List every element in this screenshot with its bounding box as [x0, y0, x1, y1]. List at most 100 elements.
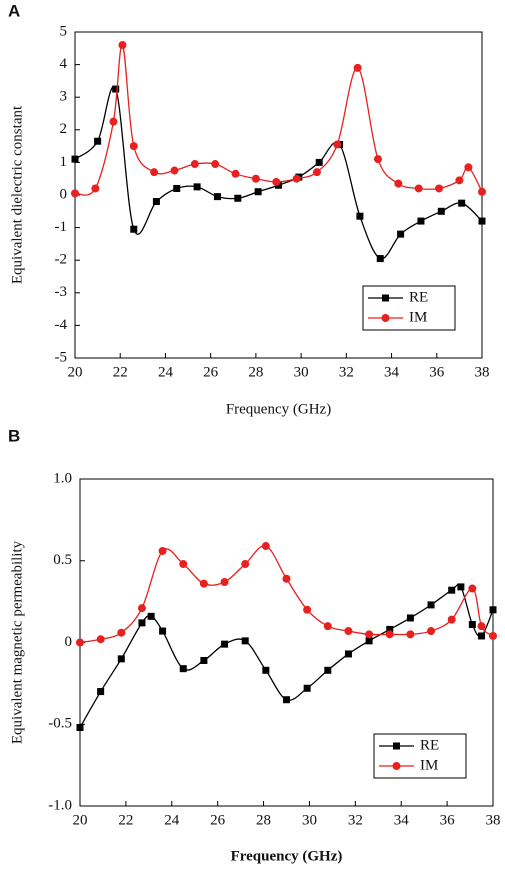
legend-marker — [392, 762, 401, 770]
marker — [365, 637, 373, 645]
panel-label: A — [8, 1, 20, 20]
marker — [97, 688, 105, 696]
marker — [435, 184, 444, 193]
marker — [129, 142, 138, 151]
marker — [353, 63, 362, 72]
x-tick-label: 22 — [113, 364, 128, 380]
marker — [221, 640, 229, 648]
x-tick-label: 38 — [486, 812, 501, 828]
x-tick-label: 28 — [248, 364, 263, 380]
marker — [406, 630, 415, 639]
chart: A20 22 24 26 28 30 32 34 36 38-5-4-3-2-1012345Fre… — [8, 1, 490, 417]
marker — [262, 666, 270, 674]
marker — [109, 117, 118, 126]
marker — [254, 188, 262, 196]
marker — [478, 217, 486, 225]
chart: B 20 22 24 26 28 30 32 34 36 38 -1.0 -0.5 0 0.5 1.0 Freq… — [8, 426, 501, 864]
marker — [118, 41, 127, 50]
marker — [376, 255, 384, 263]
marker — [447, 615, 456, 624]
y-tick-label: 0.5 — [53, 552, 72, 568]
legend-marker — [381, 314, 390, 322]
marker — [303, 684, 311, 692]
marker — [458, 199, 466, 207]
marker — [241, 637, 249, 645]
marker — [356, 212, 364, 220]
marker — [193, 183, 201, 191]
marker — [365, 630, 374, 639]
y-axis-label: Equivalent magnetic permeability — [9, 540, 25, 744]
y-tick-label: -1 — [55, 219, 68, 235]
x-tick-label: 34 — [384, 364, 400, 380]
marker — [344, 627, 353, 636]
marker — [152, 198, 160, 206]
marker — [137, 604, 146, 613]
marker — [324, 666, 332, 674]
series-line — [79, 545, 494, 644]
marker — [478, 632, 486, 640]
marker — [477, 622, 486, 631]
marker — [385, 630, 394, 639]
x-tick-label: 32 — [348, 812, 363, 828]
marker — [283, 696, 290, 704]
y-tick-label: 3 — [60, 89, 68, 105]
marker — [457, 583, 465, 591]
marker — [76, 724, 84, 732]
legend-label: IM — [420, 757, 438, 773]
marker — [417, 217, 425, 225]
marker — [170, 166, 179, 175]
marker — [323, 622, 332, 631]
marker — [464, 163, 473, 172]
series-line — [74, 85, 483, 260]
marker — [333, 140, 342, 149]
y-tick-label: 0 — [65, 634, 73, 650]
x-tick-label: 20 — [73, 812, 88, 828]
marker — [282, 574, 291, 583]
y-tick-label: 2 — [60, 121, 68, 137]
marker — [94, 137, 102, 145]
marker — [179, 665, 187, 673]
y-tick-label: -2 — [55, 252, 68, 268]
marker — [138, 619, 146, 627]
marker — [489, 606, 497, 614]
marker — [386, 625, 394, 633]
y-axis-label: Equivalent dielectric constant — [9, 105, 25, 284]
marker — [344, 650, 352, 658]
panel-label: B — [8, 426, 20, 445]
x-tick-label: 28 — [256, 812, 271, 828]
marker — [159, 627, 167, 635]
marker — [312, 168, 321, 177]
legend-box — [373, 733, 467, 779]
y-tick-label: 0 — [60, 186, 68, 202]
legend-marker — [393, 742, 400, 750]
x-tick-label: 36 — [440, 812, 456, 828]
x-tick-label: 30 — [302, 812, 317, 828]
y-tick-label: -1.0 — [48, 797, 72, 813]
marker — [91, 184, 100, 193]
marker — [190, 160, 199, 169]
marker — [173, 184, 181, 192]
marker — [76, 638, 84, 647]
x-axis-label: Frequency (GHz) — [226, 401, 331, 417]
marker — [96, 635, 105, 644]
x-tick-label: 34 — [394, 812, 410, 828]
marker — [231, 169, 240, 178]
marker — [373, 155, 382, 164]
marker — [427, 627, 436, 636]
marker — [489, 631, 497, 640]
marker — [147, 612, 155, 620]
marker — [220, 578, 229, 587]
x-axis-label: Frequency (GHz) — [231, 848, 343, 864]
series-line — [74, 44, 483, 196]
marker — [455, 176, 464, 185]
legend-box — [362, 285, 456, 331]
y-tick-label: -0.5 — [48, 716, 72, 732]
marker — [71, 189, 79, 198]
y-tick-label: 5 — [60, 23, 68, 39]
marker — [117, 655, 125, 663]
marker — [478, 187, 486, 196]
marker — [234, 194, 242, 202]
marker — [241, 560, 250, 569]
x-tick-label: 30 — [294, 364, 309, 380]
